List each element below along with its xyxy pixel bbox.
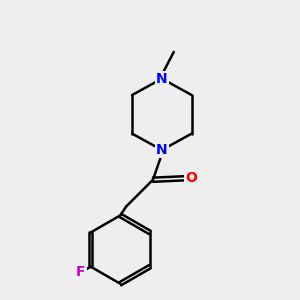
Text: N: N bbox=[156, 143, 168, 157]
Text: F: F bbox=[76, 265, 86, 279]
Text: N: N bbox=[156, 72, 168, 86]
Text: O: O bbox=[185, 171, 197, 185]
